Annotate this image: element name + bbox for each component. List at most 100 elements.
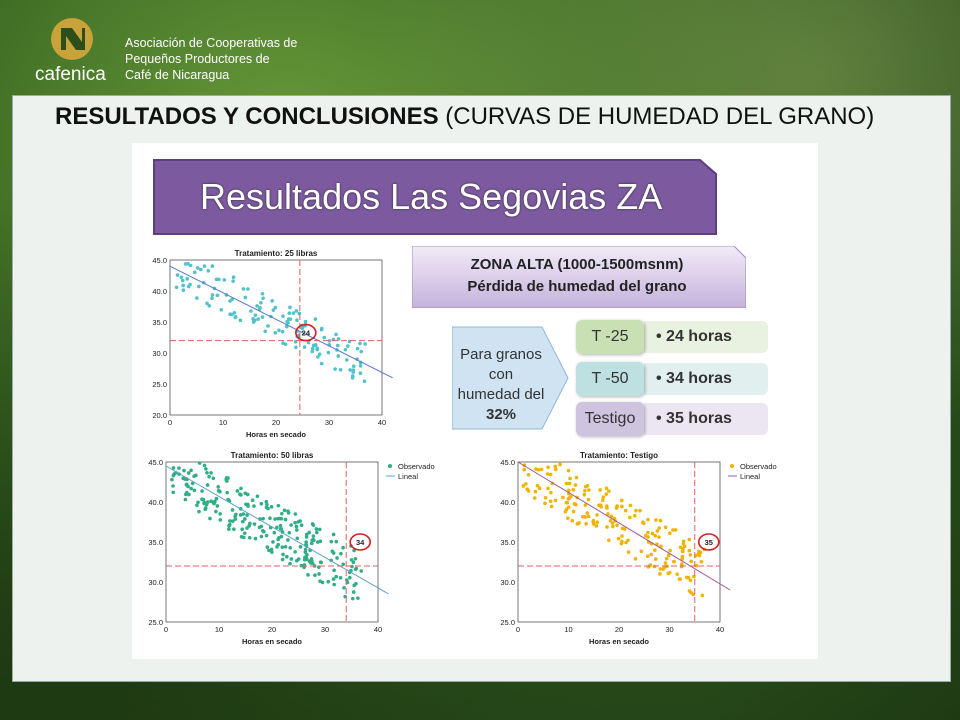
- legend-label: Lineal: [398, 472, 418, 481]
- data-point: [567, 481, 572, 486]
- data-point: [570, 518, 575, 523]
- data-point: [196, 500, 200, 505]
- data-point: [298, 545, 303, 549]
- data-point: [181, 288, 186, 292]
- data-point: [351, 590, 356, 594]
- data-point: [640, 520, 645, 525]
- data-point: [205, 500, 210, 504]
- x-tick-label: 40: [716, 625, 724, 634]
- data-point: [306, 573, 310, 577]
- data-point: [210, 293, 215, 297]
- data-point: [197, 509, 201, 514]
- data-point: [286, 538, 290, 542]
- data-point: [215, 504, 220, 508]
- data-point: [303, 319, 308, 324]
- data-point: [616, 536, 621, 541]
- data-point: [295, 528, 299, 532]
- y-tick-label: 30.0: [500, 578, 515, 587]
- data-point: [289, 523, 293, 527]
- data-point: [679, 562, 684, 566]
- data-point: [204, 467, 208, 471]
- data-point: [192, 474, 196, 479]
- data-point: [317, 352, 322, 356]
- chart-50-libras: Tratamiento: 50 libras 0 10 20 30 40 25.0 30.0 3…: [148, 451, 435, 646]
- data-point: [247, 535, 252, 540]
- annotation-label: 24: [302, 329, 311, 338]
- y-tick-label: 40.0: [152, 287, 167, 296]
- data-point: [341, 562, 345, 567]
- data-point: [358, 364, 363, 368]
- data-point: [200, 489, 204, 493]
- data-point: [281, 341, 285, 345]
- data-point: [320, 326, 324, 331]
- data-point: [200, 497, 204, 501]
- data-point: [310, 349, 315, 354]
- data-point: [336, 337, 341, 341]
- data-point: [305, 532, 309, 537]
- zona-title: ZONA ALTA (1000-1500msnm): [470, 256, 684, 273]
- data-point: [316, 355, 320, 359]
- data-point: [313, 317, 318, 321]
- data-point: [680, 554, 685, 559]
- chart-title: Tratamiento: 25 libras: [235, 249, 318, 258]
- data-point: [260, 528, 265, 533]
- data-point: [228, 519, 232, 523]
- data-point: [681, 539, 686, 544]
- data-point: [311, 537, 315, 542]
- data-point: [310, 522, 315, 526]
- data-point: [350, 564, 354, 569]
- x-axis-label: Horas en secado: [242, 637, 302, 646]
- y-tick-label: 45.0: [152, 256, 167, 265]
- data-point: [652, 564, 657, 569]
- data-point: [545, 472, 550, 476]
- data-point: [659, 544, 663, 549]
- x-tick-label: 10: [215, 625, 223, 634]
- data-point: [338, 575, 343, 580]
- callout-percent: 32%: [485, 406, 517, 423]
- data-point: [252, 522, 257, 526]
- data-point: [287, 530, 292, 535]
- data-point: [626, 550, 631, 554]
- data-point: [553, 467, 558, 472]
- org-line: Café de Nicaragua: [125, 68, 230, 82]
- data-point: [571, 488, 576, 492]
- data-point: [241, 512, 246, 516]
- data-point: [259, 534, 264, 539]
- data-point: [646, 530, 650, 535]
- annotation-circle: [697, 533, 720, 551]
- data-point: [306, 340, 311, 345]
- data-point: [317, 572, 321, 576]
- treatment-hours: • 34 horas: [644, 363, 768, 395]
- data-point: [257, 525, 262, 530]
- data-point: [278, 523, 283, 528]
- data-point: [253, 536, 258, 541]
- data-point: [671, 528, 675, 532]
- data-point: [663, 561, 668, 565]
- data-point: [678, 577, 682, 581]
- data-point: [171, 473, 176, 478]
- data-point: [313, 343, 318, 348]
- data-point: [270, 298, 274, 303]
- data-point: [177, 466, 181, 470]
- data-point: [197, 284, 201, 289]
- data-point: [181, 283, 185, 288]
- legend-label: Observado: [398, 462, 435, 471]
- data-point: [202, 501, 206, 506]
- data-point: [645, 554, 650, 559]
- data-point: [620, 539, 624, 544]
- data-point: [180, 278, 185, 283]
- x-axis-label: Horas en secado: [246, 430, 306, 439]
- data-point: [307, 530, 312, 535]
- data-point: [188, 263, 193, 268]
- data-point: [242, 531, 247, 536]
- data-point: [609, 514, 614, 519]
- data-point: [584, 522, 588, 526]
- data-point: [266, 324, 270, 328]
- data-point: [332, 582, 336, 587]
- page-title: RESULTADOS Y CONCLUSIONES (CURVAS DE HUM…: [55, 103, 874, 131]
- data-point: [283, 517, 288, 522]
- fit-line: [517, 461, 731, 591]
- data-point: [546, 486, 550, 491]
- data-point: [359, 569, 364, 573]
- org-name: Asociación de Cooperativas de Pequeños P…: [125, 35, 297, 83]
